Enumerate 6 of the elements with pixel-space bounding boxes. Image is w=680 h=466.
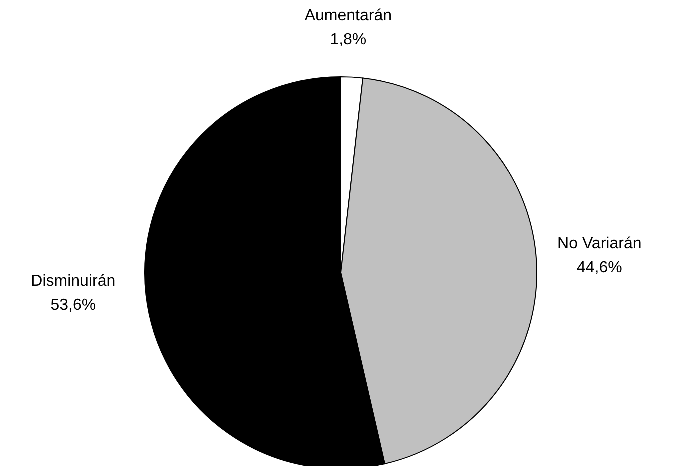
slice-label: Aumentarán (304, 7, 392, 24)
data-label: 53,6% (50, 296, 96, 314)
slice-label: No Variarán (558, 236, 642, 253)
data-label: 1,8% (330, 31, 367, 48)
data-label: 44,6% (576, 260, 622, 277)
slice-label: Disminuirán (31, 272, 116, 290)
